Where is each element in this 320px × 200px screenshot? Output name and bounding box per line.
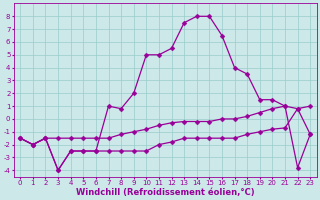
X-axis label: Windchill (Refroidissement éolien,°C): Windchill (Refroidissement éolien,°C) (76, 188, 254, 197)
